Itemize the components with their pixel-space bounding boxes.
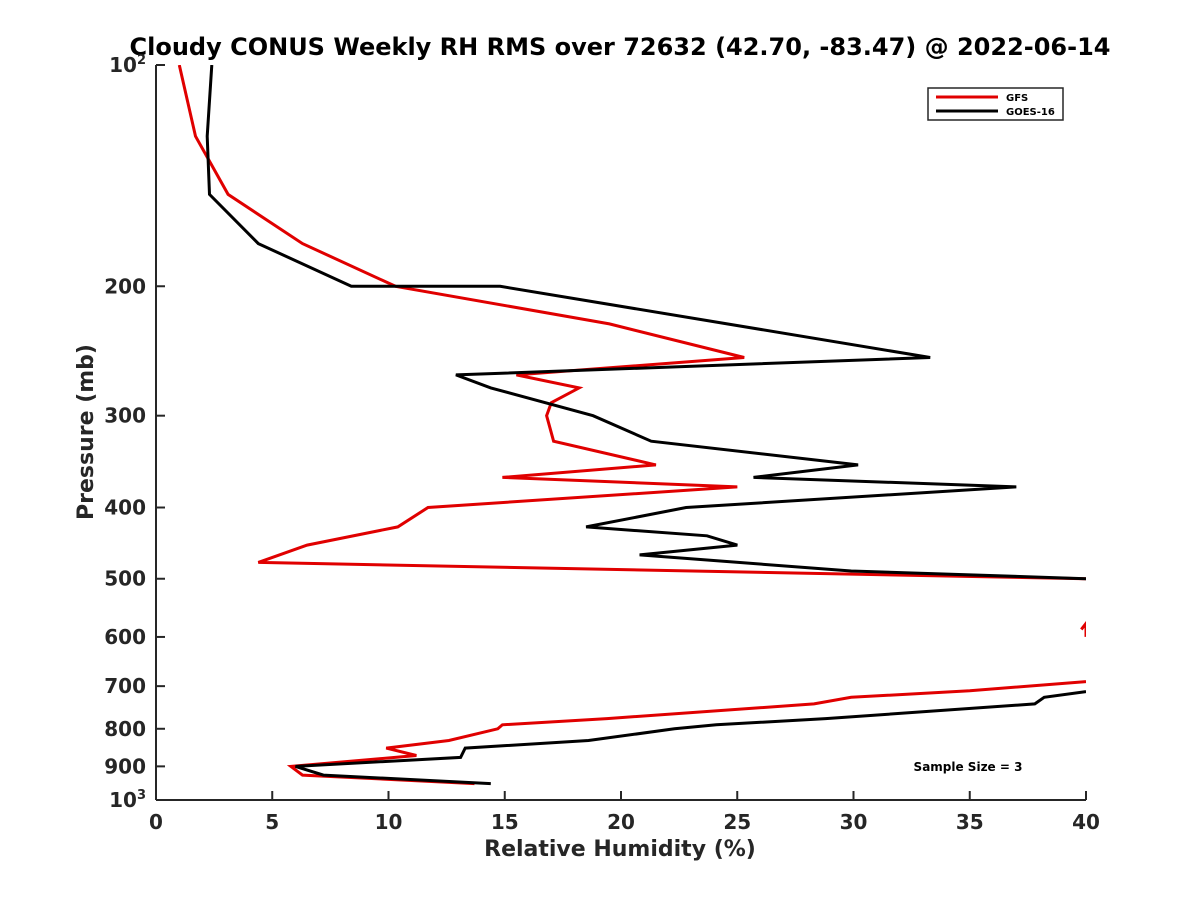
x-tick-label: 40 xyxy=(1072,810,1100,834)
legend-label-gfs: GFS xyxy=(1006,93,1028,104)
y-tick-label: 800 xyxy=(104,717,146,741)
legend-box xyxy=(927,87,1064,121)
x-tick-label: 25 xyxy=(723,810,751,834)
legend-label-goes-16: GOES-16 xyxy=(1006,107,1055,118)
series-line-goes-16-0 xyxy=(205,65,1086,581)
series-line-gfs-2 xyxy=(286,680,1086,786)
sample-size-annotation: Sample Size = 3 xyxy=(914,760,1023,774)
series-line-gfs-0 xyxy=(177,65,1086,581)
y-tick-label: 200 xyxy=(104,274,146,298)
series-line-gfs-1 xyxy=(1080,620,1086,637)
series-line-goes-16-1 xyxy=(295,690,1086,786)
y-axis-ticks: 102 200 300 400 500 600 700 800 900 103 xyxy=(104,53,165,812)
legend: GFS GOES-16 xyxy=(927,87,1064,121)
x-tick-label: 0 xyxy=(149,810,163,834)
y-tick-label: 300 xyxy=(104,404,146,428)
x-axis-ticks: 0 5 10 15 20 25 30 35 40 xyxy=(149,791,1100,834)
x-tick-label: 35 xyxy=(956,810,984,834)
x-tick-label: 15 xyxy=(491,810,519,834)
x-tick-label: 5 xyxy=(265,810,279,834)
x-tick-label: 10 xyxy=(375,810,403,834)
y-tick-label: 103 xyxy=(109,788,146,812)
x-tick-label: 20 xyxy=(607,810,635,834)
series-gfs xyxy=(177,65,1086,786)
y-tick-label: 900 xyxy=(104,754,146,778)
y-tick-label: 700 xyxy=(104,674,146,698)
y-tick-label: 500 xyxy=(104,567,146,591)
y-axis-label: Pressure (mb) xyxy=(74,344,99,520)
y-tick-label: 600 xyxy=(104,625,146,649)
chart-title: Cloudy CONUS Weekly RH RMS over 72632 (4… xyxy=(130,33,1111,61)
x-tick-label: 30 xyxy=(840,810,868,834)
plot-area xyxy=(155,65,1086,801)
series-goes-16 xyxy=(205,65,1086,786)
y-tick-label: 102 xyxy=(109,53,146,77)
x-axis-label: Relative Humidity (%) xyxy=(484,837,756,862)
y-tick-label: 400 xyxy=(104,496,146,520)
